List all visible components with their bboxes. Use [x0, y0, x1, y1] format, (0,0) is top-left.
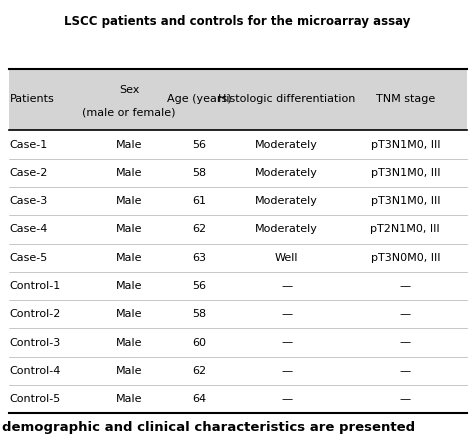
Text: pT3N1M0, III: pT3N1M0, III — [371, 168, 440, 178]
Text: Male: Male — [116, 338, 142, 347]
Text: Case-2: Case-2 — [9, 168, 48, 178]
Text: Male: Male — [116, 309, 142, 319]
Text: pT2N1M0, III: pT2N1M0, III — [371, 225, 440, 234]
Text: Male: Male — [116, 281, 142, 291]
Text: Control-2: Control-2 — [9, 309, 61, 319]
Text: Moderately: Moderately — [255, 196, 318, 206]
Text: —: — — [400, 338, 411, 347]
Text: Case-4: Case-4 — [9, 225, 48, 234]
Text: Moderately: Moderately — [255, 140, 318, 149]
Text: 63: 63 — [192, 253, 206, 263]
Text: Moderately: Moderately — [255, 168, 318, 178]
Text: 61: 61 — [192, 196, 206, 206]
Text: 60: 60 — [192, 338, 206, 347]
Text: —: — — [281, 281, 292, 291]
Text: Male: Male — [116, 394, 142, 404]
Text: Male: Male — [116, 225, 142, 234]
Text: 58: 58 — [192, 168, 206, 178]
Text: —: — — [400, 309, 411, 319]
Text: 58: 58 — [192, 309, 206, 319]
Text: 56: 56 — [192, 140, 206, 149]
Text: Case-3: Case-3 — [9, 196, 48, 206]
Text: Age (years): Age (years) — [167, 95, 231, 104]
Text: —: — — [400, 366, 411, 376]
Text: pT3N0M0, III: pT3N0M0, III — [371, 253, 440, 263]
Text: Male: Male — [116, 196, 142, 206]
Text: —: — — [281, 309, 292, 319]
Text: —: — — [281, 366, 292, 376]
Text: Male: Male — [116, 168, 142, 178]
Text: 64: 64 — [192, 394, 206, 404]
Text: Male: Male — [116, 253, 142, 263]
Text: Male: Male — [116, 366, 142, 376]
Text: pT3N1M0, III: pT3N1M0, III — [371, 196, 440, 206]
Bar — [9, 69, 467, 130]
Text: pT3N1M0, III: pT3N1M0, III — [371, 140, 440, 149]
Text: Moderately: Moderately — [255, 225, 318, 234]
Text: —: — — [400, 394, 411, 404]
Text: Case-1: Case-1 — [9, 140, 48, 149]
Text: Case-5: Case-5 — [9, 253, 48, 263]
Text: 62: 62 — [192, 225, 206, 234]
Text: Well: Well — [275, 253, 299, 263]
Text: TNM stage: TNM stage — [375, 95, 435, 104]
Text: LSCC patients and controls for the microarray assay: LSCC patients and controls for the micro… — [64, 15, 410, 28]
Text: Control-3: Control-3 — [9, 338, 61, 347]
Text: Control-5: Control-5 — [9, 394, 61, 404]
Text: (male or female): (male or female) — [82, 108, 176, 118]
Text: —: — — [400, 281, 411, 291]
Text: Control-1: Control-1 — [9, 281, 61, 291]
Text: Sex: Sex — [119, 85, 139, 95]
Text: 56: 56 — [192, 281, 206, 291]
Text: —: — — [281, 394, 292, 404]
Text: Male: Male — [116, 140, 142, 149]
Text: demographic and clinical characteristics are presented: demographic and clinical characteristics… — [2, 421, 416, 434]
Text: 62: 62 — [192, 366, 206, 376]
Text: Control-4: Control-4 — [9, 366, 61, 376]
Text: Patients: Patients — [9, 95, 54, 104]
Text: —: — — [281, 338, 292, 347]
Text: Histologic differentiation: Histologic differentiation — [218, 95, 356, 104]
